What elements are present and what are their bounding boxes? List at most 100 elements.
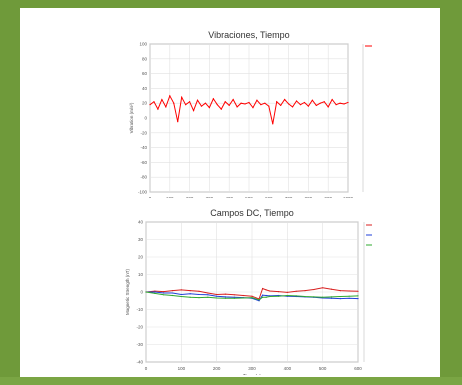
data-point [339,295,341,298]
data-point [295,100,298,102]
data-point [207,292,209,294]
y-tick-label: -80 [140,175,147,180]
data-point [357,295,359,297]
data-point [265,289,267,291]
data-point [277,291,280,293]
data-point [262,296,264,298]
y-tick-label: -60 [140,160,147,165]
data-point [295,295,297,297]
y-tick-label: 20 [142,101,148,106]
data-point [216,295,218,297]
data-point [304,295,306,298]
data-point [284,98,286,101]
data-point [173,102,175,104]
data-point [348,295,350,297]
data-point [236,106,238,108]
data-point [171,290,174,292]
vibration-chart: 01002003004005006007008009001000-100-80-… [129,30,372,198]
data-point [347,101,349,104]
background-left [0,0,20,385]
data-point [276,101,278,103]
y-tick-label: 0 [144,116,147,121]
x-tick-label: 400 [284,366,292,371]
data-point [262,287,264,290]
data-point [171,292,174,294]
y-tick-label: -40 [136,360,143,365]
y-tick-label: 40 [142,86,148,91]
data-point [272,123,274,125]
data-point [251,297,253,299]
data-point [240,102,242,104]
x-tick-label: 0 [145,366,148,371]
y-tick-label: -30 [136,342,143,347]
y-tick-label: 100 [139,42,147,47]
data-point [216,104,218,106]
data-point [163,294,165,296]
data-point [233,297,235,299]
data-point [262,294,264,296]
data-point [189,290,191,292]
data-point [207,294,209,296]
data-point [323,101,325,103]
data-point [198,293,200,296]
data-point [265,296,267,298]
y-tick-label: -10 [136,307,143,312]
data-point [242,294,244,297]
data-point [277,295,280,297]
data-point [169,95,171,97]
y-tick-label: 20 [138,255,144,260]
data-point [145,291,147,293]
data-point [165,106,167,108]
data-point [196,99,199,101]
data-point [264,102,266,104]
data-point [224,101,226,103]
y-tick-label: 0 [140,290,143,295]
data-point [256,99,258,101]
y-tick-label: -20 [136,325,143,330]
data-point [224,296,227,298]
data-point [180,293,182,296]
y-tick-label: -20 [140,130,147,135]
x-tick-label: 600 [354,366,362,371]
y-tick-label: 80 [142,56,148,61]
data-point [348,297,350,299]
data-point [315,104,317,107]
data-point [319,102,321,104]
figure-page: 01002003004005006007008009001000-100-80-… [20,8,440,377]
x-tick-label: 800 [305,196,313,198]
data-point [357,290,359,292]
data-point [313,288,315,291]
data-point [269,295,271,298]
data-point [189,101,191,103]
x-tick-label: 1000 [343,196,354,198]
data-point [330,297,333,299]
y-tick-label: 30 [138,237,144,242]
chart-title: Vibraciones, Tiempo [208,30,289,40]
data-point [161,98,163,101]
data-point [192,110,195,112]
data-point [322,296,324,298]
x-tick-label: 300 [248,366,256,371]
data-point [252,107,254,109]
y-tick-label: -40 [140,145,147,150]
data-point [189,293,191,295]
data-point [233,296,235,298]
data-point [171,294,174,297]
data-point [207,296,209,298]
y-axis-label: Vibration (m/s²) [129,102,134,133]
data-point [322,287,324,289]
data-point [208,107,210,109]
data-point [348,290,350,292]
data-point [307,105,309,107]
data-point [260,104,262,106]
background-bottom [0,377,462,385]
data-point [291,106,294,108]
x-tick-label: 500 [319,366,327,371]
data-point [200,105,203,107]
chart-title: Campos DC, Tiempo [210,208,294,218]
x-tick-label: 400 [225,196,233,198]
x-tick-label: 600 [265,196,273,198]
y-tick-label: -100 [138,190,148,195]
data-point [163,291,165,293]
data-point [198,297,200,299]
